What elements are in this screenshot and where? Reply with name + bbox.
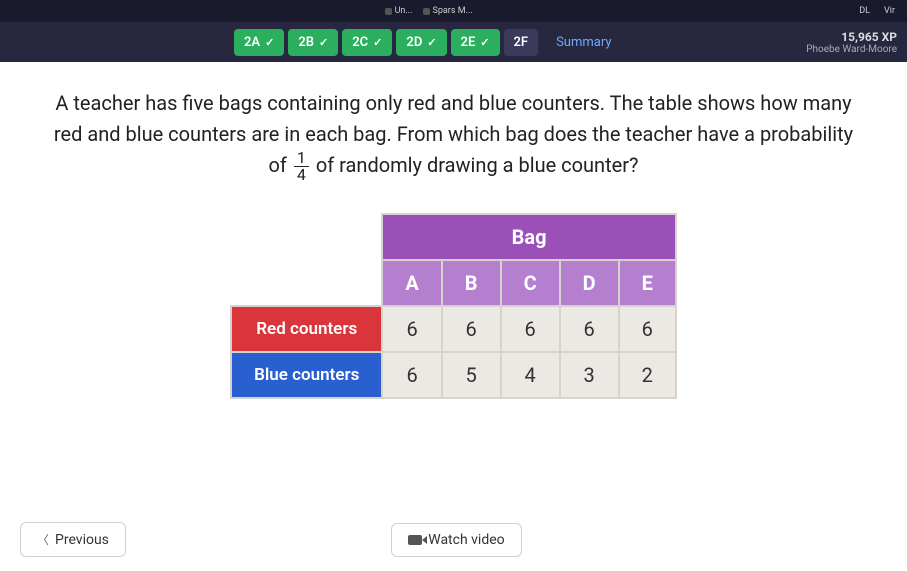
system-topbar: Un... Spars M... DL Vir [0,0,907,22]
video-icon [408,535,422,545]
watch-video-button[interactable]: Watch video [391,523,521,557]
summary-link[interactable]: Summary [556,35,611,50]
col-a: A [382,260,441,306]
col-b: B [442,260,501,306]
cell: 4 [501,352,560,398]
cell: 6 [501,306,560,352]
content-area: A teacher has five bags containing only … [0,62,907,571]
check-icon: ✓ [373,36,382,49]
cell: 2 [619,352,676,398]
tab-2d[interactable]: 2D✓ [396,29,446,56]
question-text: A teacher has five bags containing only … [54,88,854,183]
cell: 3 [560,352,619,398]
cell: 6 [619,306,676,352]
check-icon: ✓ [265,36,274,49]
user-name: Phoebe Ward-Moore [806,44,897,55]
topbar-item: DL [859,6,870,16]
col-e: E [619,260,676,306]
table-header-bag: Bag [382,214,676,260]
tab-2b[interactable]: 2B✓ [288,29,338,56]
check-icon: ✓ [480,36,489,49]
table-row: Blue counters 6 5 4 3 2 [231,352,676,398]
counters-table: Bag A B C D E Red counters 6 6 6 6 6 Blu… [230,213,677,399]
topbar-item: Spars M... [423,6,473,16]
tab-2f-current[interactable]: 2F [504,29,539,56]
check-icon: ✓ [427,36,436,49]
cell: 6 [560,306,619,352]
row-label-red: Red counters [231,306,382,352]
tab-2a[interactable]: 2A✓ [234,29,284,56]
chevron-left-icon: 〈 [37,531,49,548]
tab-2e[interactable]: 2E✓ [451,29,500,56]
cell: 6 [442,306,501,352]
tab-2c[interactable]: 2C✓ [342,29,392,56]
xp-value: 15,965 XP [806,30,897,44]
cell: 6 [382,352,441,398]
table-row: Red counters 6 6 6 6 6 [231,306,676,352]
fraction: 1 4 [294,150,309,183]
cell: 5 [442,352,501,398]
cell: 6 [382,306,441,352]
check-icon: ✓ [319,36,328,49]
footer-bar: 〈 Previous Watch video [0,522,907,557]
lesson-navbar: 2A✓ 2B✓ 2C✓ 2D✓ 2E✓ 2F Summary 15,965 XP… [0,22,907,62]
row-label-blue: Blue counters [231,352,382,398]
table-corner [231,214,382,306]
col-d: D [560,260,619,306]
previous-button[interactable]: 〈 Previous [20,522,126,557]
xp-block: 15,965 XP Phoebe Ward-Moore [806,30,897,55]
col-c: C [501,260,560,306]
topbar-item: Un... [385,6,413,16]
topbar-item: Vir [884,6,895,16]
